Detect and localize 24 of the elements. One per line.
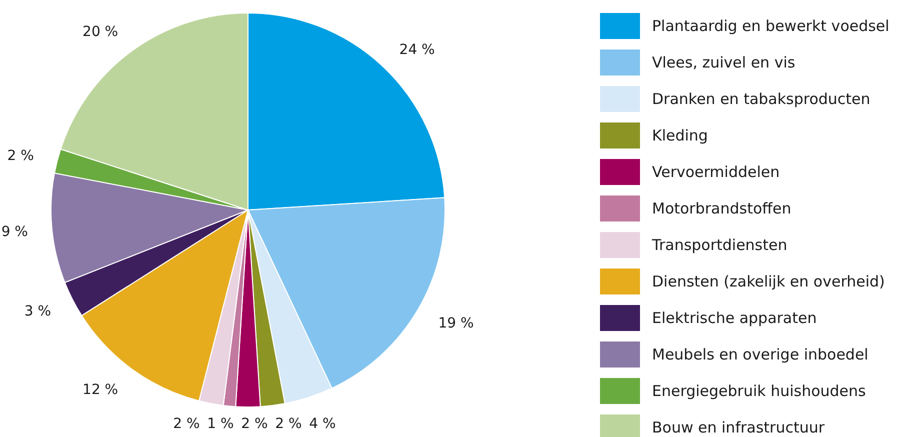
data-label: 2 %	[7, 148, 34, 164]
data-label: 4 %	[309, 416, 336, 432]
data-label: 9 %	[1, 224, 28, 240]
legend-label: Diensten (zakelijk en overheid)	[652, 272, 885, 290]
data-label: 24 %	[399, 42, 435, 58]
legend-label: Motorbrandstoffen	[652, 200, 792, 218]
data-label: 1 %	[207, 416, 234, 432]
legend-label: Meubels en overige inboedel	[652, 346, 868, 364]
data-label: 12 %	[82, 382, 118, 398]
legend-label: Vervoermiddelen	[652, 163, 780, 181]
legend-label: Energiegebruik huishoudens	[652, 382, 866, 400]
data-label: 20 %	[82, 24, 118, 40]
data-label: 2 %	[275, 416, 302, 432]
legend-label: Kleding	[652, 126, 708, 144]
legend-label: Dranken en tabaksproducten	[652, 90, 870, 108]
data-label: 3 %	[24, 303, 52, 320]
legend-label: Vlees, zuivel en vis	[652, 54, 796, 72]
legend-label: Plantaardig en bewerkt voedsel	[652, 17, 890, 35]
data-label: 19 %	[438, 316, 474, 332]
legend-label: Transportdiensten	[651, 236, 788, 254]
data-label: 2 %	[241, 416, 268, 432]
legend-label: Bouw en infrastructuur	[652, 418, 826, 436]
data-label: 2 %	[173, 416, 200, 432]
legend-label: Elektrische apparaten	[652, 309, 817, 327]
